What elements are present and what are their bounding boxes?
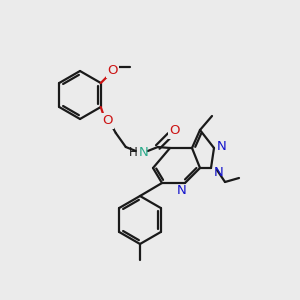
Text: N: N: [177, 184, 187, 197]
Text: O: O: [103, 115, 113, 128]
Text: H: H: [129, 146, 138, 158]
Text: N: N: [214, 166, 224, 178]
Text: O: O: [107, 64, 118, 76]
Text: N: N: [139, 146, 149, 158]
Text: O: O: [169, 124, 180, 137]
Text: N: N: [217, 140, 227, 152]
